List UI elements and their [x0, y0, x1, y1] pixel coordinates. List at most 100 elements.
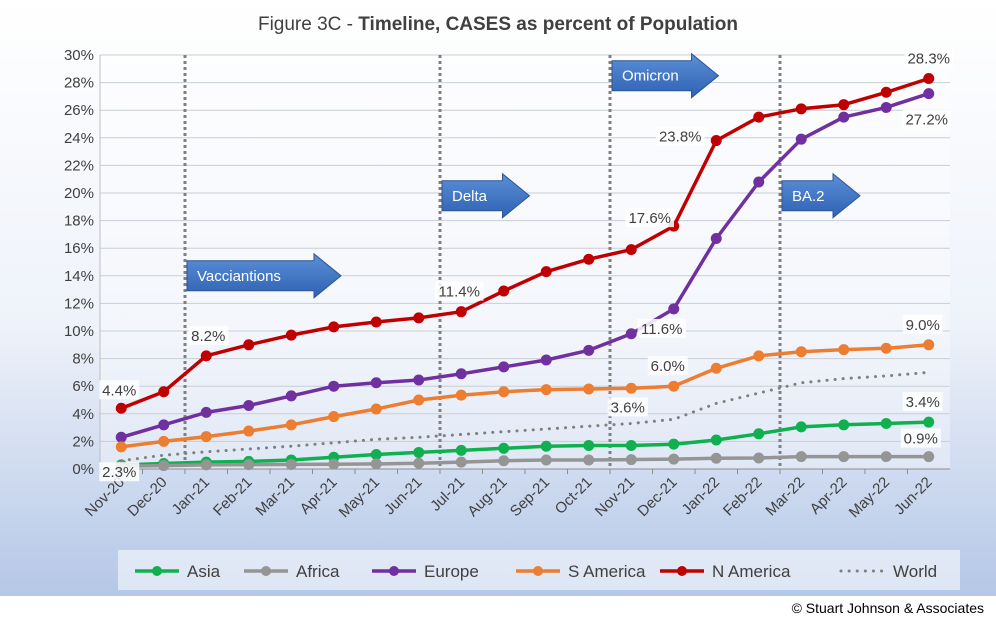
data-label: 6.0%	[651, 358, 685, 375]
point-europe	[455, 368, 467, 380]
legend: Asia Africa Europe S America N America World	[118, 550, 960, 590]
point-s-america	[710, 362, 722, 374]
point-n-america	[710, 135, 722, 147]
series-line-asia	[121, 420, 929, 467]
point-africa	[710, 452, 722, 464]
y-tick-label: 10%	[64, 323, 94, 340]
data-label: 8.2%	[191, 328, 225, 345]
point-n-america	[158, 386, 170, 398]
y-tick-label: 20%	[64, 185, 94, 202]
point-africa	[540, 454, 552, 466]
data-labels: 4.4% 8.2% 11.4% 17.6% 23.8% 28.3% 11.6% 27.2% 6.…	[99, 48, 953, 482]
point-africa	[838, 451, 850, 463]
data-label-bg	[435, 281, 484, 301]
point-asia	[880, 417, 892, 429]
point-asia	[540, 440, 552, 452]
point-n-america	[880, 86, 892, 98]
point-s-america	[498, 386, 510, 398]
point-n-america	[455, 306, 467, 318]
y-tick-label: 30%	[64, 47, 94, 64]
point-africa	[795, 451, 807, 463]
data-label: 4.4%	[102, 382, 136, 399]
point-n-america	[625, 244, 637, 256]
point-s-america	[158, 435, 170, 447]
y-tick-label: 28%	[64, 75, 94, 92]
y-tick-label: 22%	[64, 157, 94, 174]
point-s-america	[668, 380, 680, 392]
data-label: 11.6%	[641, 321, 682, 338]
point-asia	[370, 449, 382, 461]
point-s-america	[285, 419, 297, 431]
point-n-america	[583, 253, 595, 265]
point-s-america	[455, 389, 467, 401]
point-africa	[158, 460, 170, 472]
data-label-bg	[99, 462, 140, 482]
data-label: 2.3%	[102, 464, 136, 481]
event-label-delta: Delta	[452, 188, 488, 205]
point-s-america	[795, 346, 807, 358]
event-arrow-ba-2	[781, 172, 861, 219]
point-s-america	[625, 382, 637, 394]
point-europe	[795, 133, 807, 145]
point-s-america	[328, 411, 340, 423]
legend-marker-s-america	[533, 566, 543, 576]
data-label-bg	[188, 325, 229, 345]
chart-title: Figure 3C - Timeline, CASES as percent o…	[258, 14, 738, 35]
point-asia	[668, 438, 680, 450]
chart-frame: Figure 3C - Timeline, CASES as percent o…	[0, 0, 996, 596]
event-label-ba-2: BA.2	[792, 188, 825, 205]
series-line-s-america	[121, 343, 929, 449]
point-asia	[498, 442, 510, 454]
point-europe	[413, 374, 425, 386]
point-s-america	[115, 441, 127, 453]
legend-marker-africa	[261, 566, 271, 576]
point-europe	[838, 111, 850, 123]
data-label: 3.4%	[906, 394, 940, 411]
data-label: 3.6%	[611, 399, 645, 416]
event-label-vacciantions: Vacciantions	[197, 268, 281, 285]
data-label-bg	[904, 48, 953, 68]
legend-marker-n-america	[677, 566, 687, 576]
point-n-america	[838, 99, 850, 111]
point-africa	[668, 453, 680, 465]
point-n-america	[200, 350, 212, 362]
point-asia	[795, 421, 807, 433]
data-label: 17.6%	[628, 210, 671, 227]
legend-label-africa: Africa	[296, 562, 340, 581]
point-europe	[200, 406, 212, 418]
point-africa	[370, 458, 382, 470]
point-n-america	[540, 266, 552, 278]
data-label-bg	[902, 109, 951, 129]
point-s-america	[370, 403, 382, 415]
point-africa	[328, 458, 340, 470]
y-tick-label: 4%	[72, 406, 94, 423]
point-n-america	[370, 316, 382, 328]
point-europe	[923, 88, 935, 100]
legend-label-s-america: S America	[568, 562, 646, 581]
point-asia	[923, 416, 935, 428]
point-n-america	[498, 285, 510, 297]
y-tick-label: 14%	[64, 268, 94, 285]
point-africa	[625, 454, 637, 466]
series-line-africa	[121, 454, 929, 468]
data-label: 27.2%	[905, 112, 948, 129]
data-label-bg	[607, 397, 648, 417]
y-tick-label: 16%	[64, 240, 94, 257]
chart-background	[0, 0, 996, 596]
point-europe	[243, 400, 255, 412]
point-africa	[243, 459, 255, 471]
point-asia	[710, 434, 722, 446]
point-africa	[413, 457, 425, 469]
data-label: 9.0%	[906, 317, 940, 334]
point-n-america	[328, 321, 340, 333]
point-asia	[455, 444, 467, 456]
y-tick-label: 24%	[64, 130, 94, 147]
data-label-bg	[647, 356, 688, 376]
data-label-bg	[900, 428, 941, 448]
y-tick-label: 0%	[72, 461, 94, 478]
point-n-america	[753, 111, 765, 123]
point-n-america	[413, 312, 425, 324]
point-asia	[583, 440, 595, 452]
legend-label-n-america: N America	[712, 562, 791, 581]
data-label-bg	[656, 126, 705, 146]
